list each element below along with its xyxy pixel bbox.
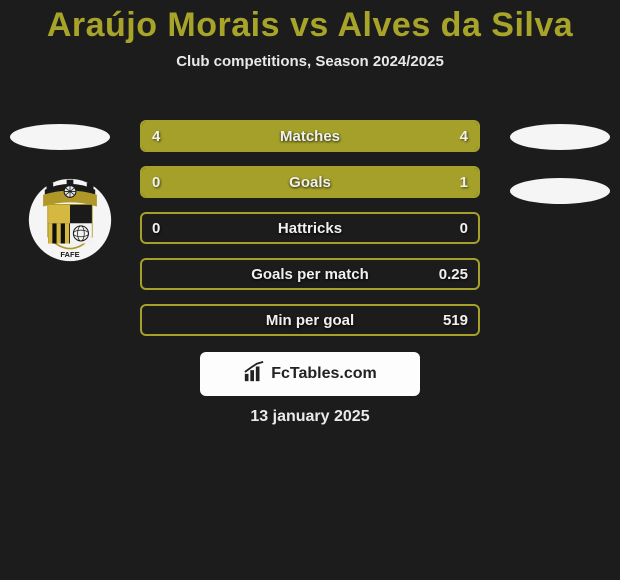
stat-bar: Matches4 4 — [140, 120, 480, 152]
stat-bar: Hattricks0 0 — [140, 212, 480, 244]
bar-value-left: 4 — [152, 122, 160, 150]
title-vs: vs — [290, 6, 329, 44]
brand-badge[interactable]: FcTables.com — [200, 352, 420, 396]
stat-bar: Goals0 1 — [140, 166, 480, 198]
bar-label: Goals — [142, 168, 478, 196]
bar-label: Matches — [142, 122, 478, 150]
player-left-avatar — [10, 124, 110, 150]
chart-icon — [243, 361, 265, 388]
bar-label: Goals per match — [142, 260, 478, 288]
bar-value-right: 0.25 — [439, 260, 468, 288]
club-left-badge: FAFE — [28, 178, 112, 262]
bar-value-right: 1 — [460, 168, 468, 196]
bar-value-right: 519 — [443, 306, 468, 334]
brand-text: FcTables.com — [271, 365, 377, 383]
date-text: 13 january 2025 — [0, 408, 620, 426]
bar-value-left: 0 — [152, 214, 160, 242]
stat-bar: Min per goal519 — [140, 304, 480, 336]
bar-label: Min per goal — [142, 306, 478, 334]
club-right-badge — [510, 178, 610, 204]
title-right: Alves da Silva — [338, 6, 574, 44]
stats-bars: Matches44Goals01Hattricks00Goals per mat… — [140, 120, 480, 350]
subtitle: Club competitions, Season 2024/2025 — [0, 53, 620, 70]
player-right-avatar — [510, 124, 610, 150]
stat-bar: Goals per match0.25 — [140, 258, 480, 290]
page-title: Araújo Morais vs Alves da Silva — [0, 0, 620, 45]
title-left: Araújo Morais — [47, 6, 280, 44]
bar-value-right: 4 — [460, 122, 468, 150]
bar-value-right: 0 — [460, 214, 468, 242]
bar-value-left: 0 — [152, 168, 160, 196]
svg-text:FAFE: FAFE — [60, 250, 79, 259]
bar-label: Hattricks — [142, 214, 478, 242]
